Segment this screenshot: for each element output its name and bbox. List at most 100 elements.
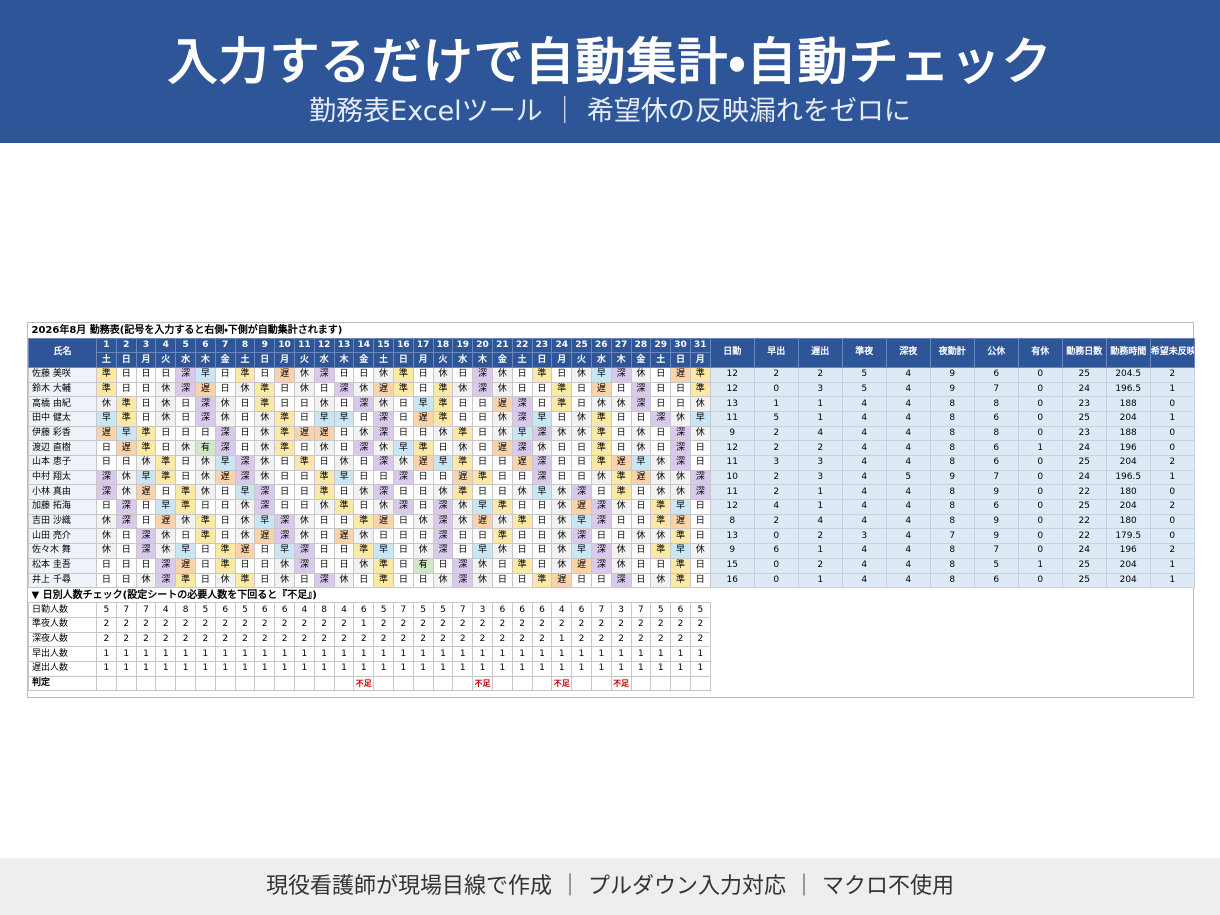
shift-cell: 休 [293, 366, 315, 383]
shift-cell: 日 [531, 543, 553, 559]
shift-cell: 日 [155, 425, 177, 442]
staff-row: 山田 亮介休日深休日準日休遅深休日遅休日日日深日日準日日休深日日休休準日 13 0 2… [28, 528, 1195, 545]
day-number: 31 [689, 337, 711, 354]
shift-cell: 日 [96, 572, 117, 589]
stat-cell: 5 [841, 381, 887, 398]
stat-cell: 5 [841, 366, 887, 383]
stat-cell: 0 [1017, 484, 1063, 501]
stat-cell: 4 [885, 425, 931, 442]
staff-name: 伊藤 彩香 [28, 425, 97, 442]
stat-cell: 1 [797, 410, 843, 427]
stat-cell: 8 [929, 396, 975, 412]
day-number: 8 [234, 337, 256, 354]
check-cell: 3 [472, 602, 493, 618]
check-cell: 1 [531, 646, 553, 662]
shift-cell: 日 [135, 499, 157, 515]
shift-cell: 休 [214, 396, 236, 412]
stat-cell: 4 [885, 499, 931, 515]
shift-cell: 遅 [155, 513, 177, 530]
shift-cell: 日 [472, 410, 493, 427]
shift-cell: 日 [194, 572, 216, 589]
check-title: ▼ 日別人数チェック(設定シートの必要人数を下回ると『不足』) [31, 589, 317, 601]
stat-cell: 16 [709, 572, 755, 589]
shift-cell: 日 [531, 396, 553, 412]
check-cell: 1 [175, 646, 196, 662]
shift-cell: 遅 [234, 543, 256, 559]
check-cell: 2 [650, 616, 672, 633]
shift-cell: 日 [175, 469, 196, 486]
shift-cell: 日 [293, 499, 315, 515]
shift-cell: 休 [650, 572, 672, 589]
check-cell: 1 [155, 660, 177, 677]
stat-cell: 4 [885, 513, 931, 530]
shift-cell: 深 [531, 455, 553, 471]
check-cell: 2 [214, 631, 236, 648]
stat-cell: 188 [1105, 396, 1151, 412]
shift-cell: 休 [689, 396, 711, 412]
stat-cell: 4 [841, 557, 887, 574]
shift-cell: 日 [571, 455, 592, 471]
shift-cell: 日 [194, 425, 216, 442]
check-cell: 2 [115, 631, 137, 648]
stat-cell: 196 [1105, 440, 1151, 456]
stat-cell: 8 [973, 425, 1019, 442]
staff-name: 鈴木 大輔 [28, 381, 97, 398]
shift-cell: 日 [333, 513, 355, 530]
shift-cell: 日 [551, 455, 573, 471]
shift-cell: 早 [670, 543, 691, 559]
check-cell: 1 [412, 646, 434, 662]
shift-cell: 遅 [115, 440, 137, 456]
shift-cell: 深 [234, 455, 256, 471]
check-cell [531, 675, 553, 692]
stat-cell: 12 [709, 440, 755, 456]
stat-cell: 0 [1017, 381, 1063, 398]
check-cell: 1 [194, 660, 216, 677]
shift-cell: 深 [571, 484, 592, 501]
stat-cell: 0 [1149, 484, 1195, 501]
stat-cell: 0 [753, 528, 799, 545]
stat-cell: 0 [1017, 543, 1063, 559]
staff-row: 吉田 沙織休深日遅休準日休早深休日日準遅日休深休遅休準日休早深日日準遅日 8 2 4 4… [28, 513, 1195, 530]
stat-cell: 9 [929, 381, 975, 398]
check-cell: 1 [452, 660, 474, 677]
check-cell: 1 [590, 646, 612, 662]
shift-cell: 日 [452, 528, 474, 545]
shift-cell: 日 [155, 440, 177, 456]
check-cell [432, 675, 454, 692]
shift-cell: 日 [650, 381, 672, 398]
check-cell: 1 [194, 646, 216, 662]
staff-row: 井上 千尋日日休深準日休準日休日深休日準日日休深休日日準遅日日深日休準日 16 0 1… [28, 572, 1195, 589]
stat-header: 勤務日数 [1061, 337, 1107, 368]
staff-name: 山田 亮介 [28, 528, 97, 545]
check-cell: 7 [135, 602, 157, 618]
stat-cell: 24 [1061, 469, 1107, 486]
shift-cell: 日 [571, 396, 592, 412]
check-cell: 1 [293, 646, 315, 662]
shift-cell: 日 [472, 484, 493, 501]
weekday: 日 [254, 352, 276, 368]
stat-cell: 13 [709, 396, 755, 412]
shift-cell: 早 [590, 366, 612, 383]
check-cell: 2 [254, 616, 276, 633]
shift-cell: 深 [373, 425, 394, 442]
stat-cell: 4 [885, 410, 931, 427]
shift-cell: 休 [353, 484, 375, 501]
banner-subtitle: 勤務表Excelツール ｜ 希望休の反映漏れをゼロに [309, 96, 911, 127]
shift-cell: 日 [392, 484, 414, 501]
staff-row: 伊藤 彩香遅早準日日日深日休準遅遅日休深日日休準日休早深休休準日休日深休 9 2 4 4… [28, 425, 1195, 442]
shift-cell: 早 [96, 410, 117, 427]
shift-cell: 日 [333, 425, 355, 442]
shift-cell: 日 [214, 381, 236, 398]
check-cell: 1 [373, 660, 394, 677]
stat-cell: 7 [973, 543, 1019, 559]
stat-cell: 8 [929, 572, 975, 589]
shift-cell: 日 [155, 366, 177, 383]
shift-cell: 日 [313, 455, 335, 471]
shift-cell: 日 [392, 396, 414, 412]
shift-cell: 日 [551, 469, 573, 486]
stat-cell: 23 [1061, 396, 1107, 412]
shift-cell: 深 [531, 425, 553, 442]
stat-cell: 2 [1149, 366, 1195, 383]
check-cell: 不足 [472, 675, 493, 692]
